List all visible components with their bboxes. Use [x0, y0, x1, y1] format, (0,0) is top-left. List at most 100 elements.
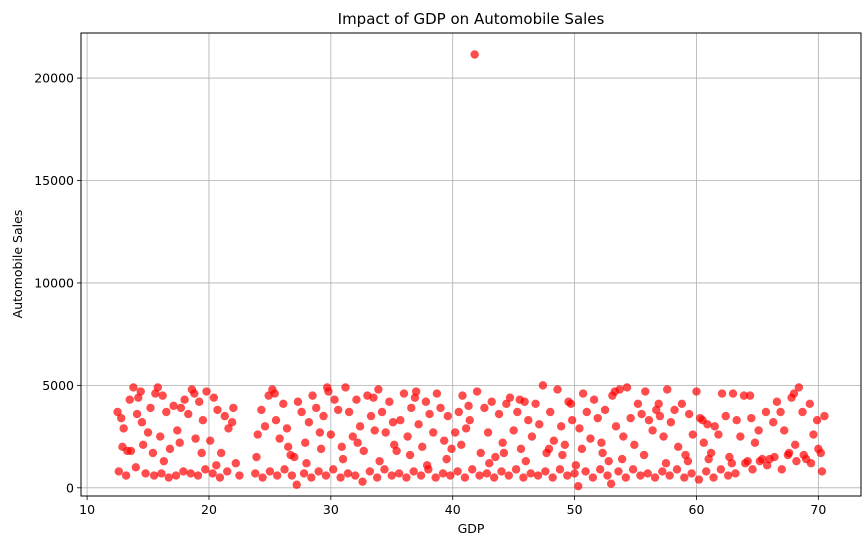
- scatter-point: [494, 409, 504, 419]
- scatter-point: [761, 407, 771, 417]
- scatter-point: [308, 391, 317, 400]
- scatter-point: [809, 430, 818, 439]
- y-axis-label: Automobile Sales: [10, 210, 25, 319]
- scatter-point: [814, 444, 823, 454]
- scatter-point: [453, 467, 462, 476]
- x-tick-label: 40: [445, 502, 461, 517]
- scatter-point: [132, 409, 142, 419]
- scatter-point: [485, 459, 494, 468]
- scatter-point: [297, 407, 306, 417]
- scatter-point: [387, 471, 396, 480]
- scatter-point: [446, 471, 455, 480]
- scatter-point: [338, 454, 348, 464]
- scatter-point: [806, 459, 816, 468]
- scatter-point: [790, 440, 800, 449]
- scatter-point: [205, 436, 215, 445]
- scatter-point: [251, 469, 260, 478]
- scatter-point: [352, 395, 361, 404]
- scatter-point: [702, 467, 711, 476]
- scatter-point: [728, 389, 738, 398]
- scatter-point: [684, 409, 694, 419]
- scatter-point: [546, 407, 555, 417]
- scatter-point: [741, 459, 750, 468]
- scatter-point: [558, 450, 567, 460]
- scatter-point: [432, 389, 442, 398]
- scatter-point: [198, 415, 208, 425]
- scatter-point: [409, 467, 418, 476]
- scatter-point: [125, 395, 134, 404]
- scatter-point: [472, 387, 482, 396]
- scatter-point: [418, 442, 427, 452]
- scatter-point: [658, 467, 667, 476]
- scatter-point: [604, 456, 613, 466]
- scatter-point: [184, 409, 193, 419]
- scatter-point: [535, 420, 544, 429]
- scatter-point: [754, 426, 763, 435]
- scatter-point: [403, 432, 412, 441]
- scatter-point: [333, 405, 343, 415]
- scatter-point: [480, 403, 489, 413]
- scatter-point: [628, 465, 638, 474]
- scatter-point: [156, 432, 165, 441]
- scatter-point: [114, 467, 123, 476]
- scatter-point: [394, 469, 404, 478]
- scatter-point: [641, 387, 650, 396]
- scatter-point: [721, 411, 730, 421]
- scatter-point: [531, 399, 540, 409]
- scatter-point: [208, 469, 217, 478]
- scatter-point: [511, 465, 521, 474]
- scatter-point: [385, 397, 394, 406]
- scatter-point: [402, 473, 411, 482]
- scatter-point: [663, 385, 672, 394]
- scatter-point: [497, 467, 506, 476]
- scatter-point: [614, 467, 623, 476]
- scatter-point: [717, 389, 727, 398]
- scatter-point: [265, 467, 275, 476]
- scatter-point: [312, 403, 321, 413]
- scatter-point: [193, 471, 203, 480]
- scatter-point: [526, 469, 535, 478]
- scatter-point: [714, 430, 723, 439]
- scatter-point: [461, 424, 471, 433]
- scatter-point: [319, 411, 328, 421]
- scatter-point: [586, 434, 595, 443]
- scatter-point: [465, 415, 474, 425]
- scatter-point: [165, 444, 175, 454]
- scatter-point: [468, 465, 477, 474]
- scatter-point: [732, 415, 741, 425]
- scatter-point: [655, 411, 665, 421]
- scatter-point: [504, 471, 513, 480]
- scatter-point: [176, 403, 186, 413]
- scatter-point: [509, 426, 518, 435]
- scatter-point: [626, 413, 635, 423]
- scatter-point: [799, 450, 808, 460]
- scatter-point: [429, 428, 438, 437]
- scatter-point: [438, 469, 448, 478]
- scatter-point: [582, 407, 591, 417]
- scatter-point: [563, 471, 572, 480]
- scatter-point: [212, 461, 221, 470]
- scatter-point: [630, 440, 639, 449]
- scatter-point: [421, 397, 431, 406]
- scatter-point: [578, 389, 588, 398]
- scatter-point: [148, 448, 158, 458]
- scatter-point: [344, 407, 354, 417]
- scatter-point: [442, 454, 451, 464]
- scatter-point: [611, 422, 621, 431]
- scatter-point: [680, 473, 689, 482]
- scatter-point: [687, 469, 696, 478]
- scatter-point: [280, 465, 289, 474]
- scatter-point: [748, 465, 757, 474]
- scatter-point: [436, 403, 445, 413]
- scatter-point: [341, 383, 350, 392]
- scatter-point: [227, 418, 237, 427]
- scatter-point: [216, 448, 226, 458]
- scatter-point: [134, 393, 143, 402]
- scatter-point: [636, 471, 645, 480]
- scatter-point: [321, 471, 331, 480]
- scatter-point: [716, 465, 726, 474]
- scatter-point: [117, 413, 126, 423]
- scatter-point: [326, 430, 336, 439]
- scatter-point: [355, 422, 365, 431]
